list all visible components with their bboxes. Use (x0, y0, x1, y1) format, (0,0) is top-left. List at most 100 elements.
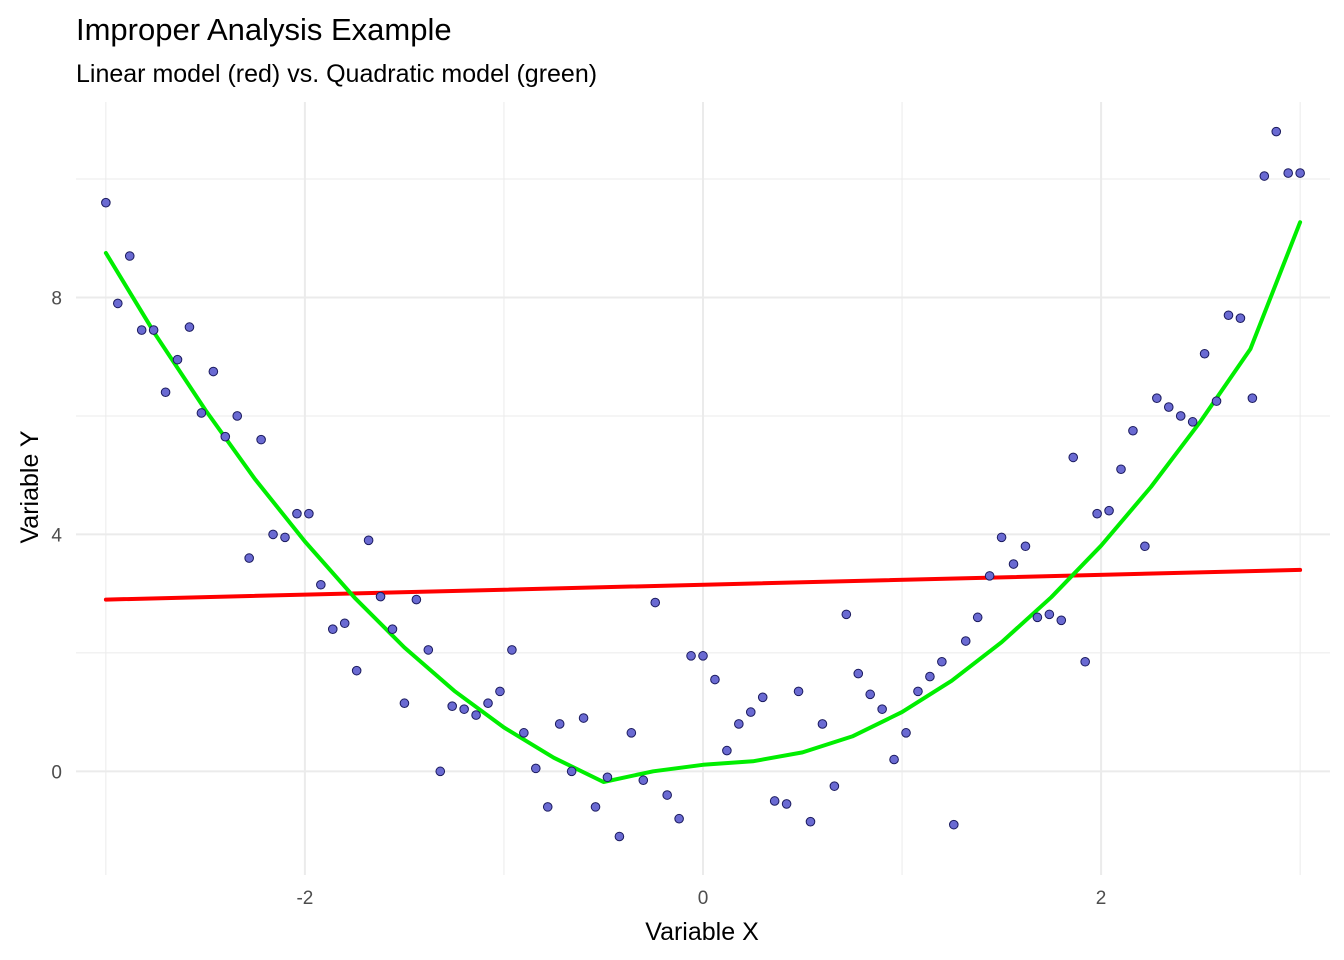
data-point (351, 665, 362, 676)
data-point (841, 609, 852, 620)
data-point (1068, 452, 1079, 463)
data-point (411, 594, 422, 605)
data-point (949, 819, 959, 830)
data-point (781, 799, 792, 809)
data-point (590, 802, 601, 812)
x-tick-label: 0 (698, 888, 709, 909)
data-point (483, 698, 493, 709)
data-point (1295, 168, 1305, 178)
data-point (256, 434, 266, 445)
data-point (184, 322, 195, 332)
data-point (363, 535, 374, 546)
data-point (1259, 171, 1270, 181)
data-point (1247, 393, 1258, 403)
data-point (913, 686, 923, 697)
data-point (304, 508, 314, 519)
data-point (244, 553, 254, 563)
data-point (316, 579, 326, 590)
data-point (1271, 126, 1282, 137)
data-point (757, 692, 768, 703)
data-point (268, 529, 278, 540)
linear-fit-line (103, 567, 1303, 602)
chart-subtitle: Linear model (red) vs. Quadratic model (… (76, 60, 598, 88)
x-tick-label: 2 (1096, 888, 1107, 909)
data-point (1175, 411, 1186, 421)
data-point (710, 674, 720, 685)
data-point (339, 618, 350, 629)
data-point (889, 754, 899, 765)
data-point (1104, 505, 1114, 516)
axis-ticks: -2 0 2 0 4 8 (51, 288, 1106, 909)
data-point (1128, 425, 1138, 436)
data-point (1223, 310, 1234, 321)
data-point (722, 745, 732, 756)
x-axis-label: Variable X (645, 918, 759, 946)
data-point (208, 366, 219, 377)
data-point (1080, 656, 1090, 667)
data-point (519, 728, 529, 738)
x-tick-label: -2 (296, 888, 313, 909)
data-point (1187, 417, 1198, 427)
data-point (459, 704, 469, 714)
data-point (1152, 393, 1162, 403)
data-point (853, 668, 864, 679)
grid (76, 102, 1330, 875)
scatter-points (101, 126, 1305, 842)
data-point (531, 763, 541, 774)
data-point (686, 651, 696, 661)
y-axis-label: Variable Y (16, 430, 44, 543)
data-point (220, 431, 231, 442)
data-point (554, 719, 565, 729)
data-point (662, 790, 672, 800)
quadratic-model-curve (103, 220, 1303, 784)
data-point (638, 775, 649, 786)
data-point (327, 624, 338, 634)
data-point (960, 636, 971, 646)
data-point (877, 704, 887, 714)
data-point (674, 813, 684, 824)
data-point (471, 710, 481, 720)
quadratic-fit-curve (103, 220, 1303, 784)
linear-model-line (103, 567, 1303, 602)
data-point (817, 719, 828, 729)
data-point (937, 656, 947, 667)
data-point (542, 802, 553, 812)
data-point (172, 354, 183, 365)
data-point (1116, 464, 1126, 475)
data-point (829, 781, 840, 791)
data-point (1235, 313, 1246, 324)
data-point (495, 686, 505, 697)
data-point (602, 772, 613, 783)
data-point (1092, 508, 1102, 519)
data-point (507, 645, 517, 655)
data-point (280, 532, 290, 543)
data-point (232, 411, 243, 421)
data-point (984, 571, 995, 581)
data-point (626, 728, 637, 738)
data-point (423, 645, 434, 655)
data-point (805, 816, 816, 827)
data-point (734, 719, 744, 729)
y-tick-label: 4 (51, 525, 62, 546)
data-point (566, 766, 577, 777)
data-point (1163, 402, 1174, 412)
data-point (1056, 615, 1067, 626)
data-point (101, 197, 111, 208)
data-point (865, 689, 876, 700)
data-point (1211, 396, 1222, 406)
data-point (769, 796, 780, 806)
data-point (1140, 541, 1150, 552)
data-point (745, 707, 756, 717)
data-point (1283, 168, 1293, 178)
data-point (124, 251, 135, 261)
data-point (447, 701, 458, 711)
data-point (435, 766, 446, 777)
y-tick-label: 8 (51, 288, 62, 309)
data-point (148, 325, 159, 335)
data-point (1032, 612, 1043, 623)
data-point (292, 508, 302, 519)
data-point (136, 325, 147, 335)
data-point (650, 597, 661, 608)
data-point (196, 408, 207, 418)
